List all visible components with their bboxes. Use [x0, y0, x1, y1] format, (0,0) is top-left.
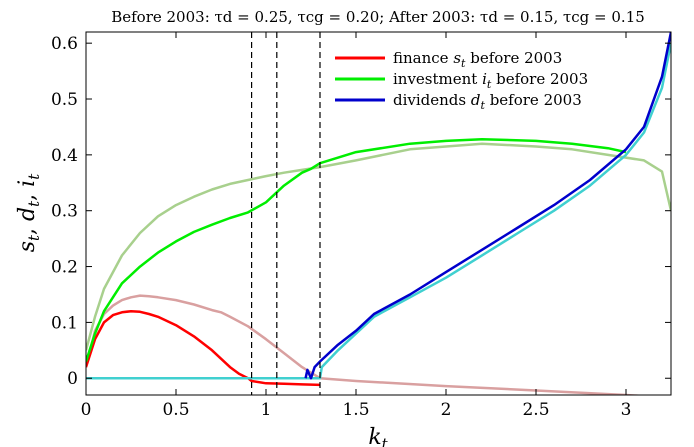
- y-tick-label: 0.4: [51, 146, 78, 166]
- x-tick-label: 3: [621, 400, 632, 420]
- y-tick-label: 0.2: [51, 258, 78, 278]
- y-tick-label: 0.6: [51, 34, 78, 54]
- legend-label-2: dividends dt before 2003: [393, 91, 582, 112]
- x-axis-title: kt: [368, 425, 388, 447]
- series-line-4: [86, 42, 671, 380]
- y-axis-ticks: 0 0.1 0.2 0.3 0.4 0.5 0.6: [51, 34, 671, 389]
- x-axis-ticks: 0 0.5 1 1.5 2 2.5 3: [81, 32, 632, 420]
- y-tick-label: 0.3: [51, 202, 78, 222]
- x-tick-label: 1: [261, 400, 272, 420]
- y-tick-label: 0.5: [51, 90, 78, 110]
- series-line-3: [86, 137, 627, 362]
- x-tick-label: 1.5: [342, 400, 369, 420]
- plot-frame: [85, 31, 672, 396]
- x-tick-label: 0: [81, 400, 92, 420]
- x-tick-label: 2.5: [522, 400, 549, 420]
- x-tick-label: 0.5: [162, 400, 189, 420]
- y-axis-title: st, dt, it: [15, 173, 43, 253]
- series-layer: [86, 32, 671, 395]
- x-tick-label: 2: [441, 400, 452, 420]
- legend-label-1: investment it before 2003: [393, 70, 588, 91]
- series-line-0: [86, 294, 647, 395]
- vertical-dashed-lines: [251, 32, 321, 395]
- series-line-2: [86, 142, 671, 351]
- chart-title: Before 2003: τd = 0.25, τcg = 0.20; Afte…: [111, 8, 645, 26]
- legend-label-0: finance st before 2003: [393, 49, 562, 70]
- series-line-5: [304, 32, 671, 380]
- series-line-1: [86, 309, 321, 387]
- y-tick-label: 0: [67, 369, 78, 389]
- y-tick-label: 0.1: [51, 313, 78, 333]
